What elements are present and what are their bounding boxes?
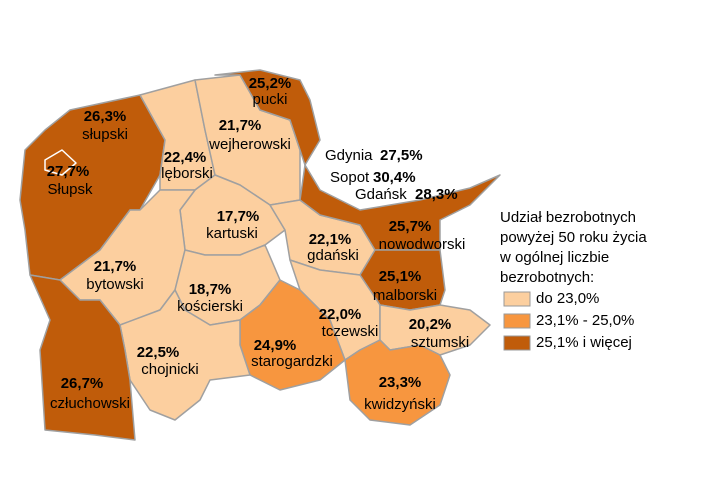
region: [29, 274, 136, 441]
region-name: wejherowski: [208, 136, 291, 153]
region-name: słupski: [82, 126, 128, 143]
regions: [19, 69, 501, 441]
legend-title: bezrobotnych:: [500, 269, 594, 286]
labels: 25,2% pucki 26,3% słupski 27,7% Słupsk 2…: [47, 75, 469, 413]
value-label: 22,0%: [319, 306, 362, 323]
region-name: bytowski: [86, 276, 144, 293]
region-name: Słupsk: [47, 181, 93, 198]
value-label: 26,7%: [61, 375, 104, 392]
region-name: kwidzyński: [364, 396, 436, 413]
region-name: kościerski: [177, 298, 243, 315]
legend-label: 25,1% i więcej: [536, 334, 632, 351]
legend-swatch: [503, 291, 531, 307]
region-name: starogardzki: [251, 353, 333, 370]
city-value: 30,4%: [373, 169, 416, 186]
legend-swatch: [503, 313, 531, 329]
legend-title: Udział bezrobotnych: [500, 209, 636, 226]
legend-label: do 23,0%: [536, 290, 599, 307]
region: [344, 339, 451, 426]
region: [44, 149, 77, 176]
region-name: malborski: [373, 287, 437, 304]
region: [299, 164, 501, 251]
value-label: 24,9%: [254, 337, 297, 354]
region: [119, 289, 251, 421]
city-name: Sopot: [330, 169, 370, 186]
value-label: 22,5%: [137, 344, 180, 361]
region-name: kartuski: [206, 225, 258, 242]
legend: Udział bezrobotnych powyżej 50 roku życi…: [499, 209, 647, 351]
city-value: 27,5%: [380, 147, 423, 164]
city-value: 28,3%: [415, 186, 458, 203]
value-label: 25,2%: [249, 75, 292, 92]
region: [239, 279, 346, 391]
legend-label: 23,1% - 25,0%: [536, 312, 634, 329]
value-label: 21,7%: [219, 117, 262, 134]
region-name: chojnicki: [141, 361, 199, 378]
value-label: 27,7%: [47, 163, 90, 180]
value-label: 26,3%: [84, 108, 127, 125]
value-label: 20,2%: [409, 316, 452, 333]
region-name: lęborski: [161, 165, 213, 182]
legend-title: powyżej 50 roku życia: [500, 229, 647, 246]
legend-title: w ogólnej liczbie: [499, 249, 609, 266]
region-name: gdański: [307, 247, 359, 264]
region-name: tczewski: [322, 323, 379, 340]
value-label: 17,7%: [217, 208, 260, 225]
legend-swatch: [503, 335, 531, 351]
value-label: 22,4%: [164, 149, 207, 166]
region-name: pucki: [252, 91, 287, 108]
city-name: Gdańsk: [355, 186, 407, 203]
value-label: 25,1%: [379, 268, 422, 285]
city-labels: Gdynia 27,5% Sopot 30,4% Gdańsk 28,3%: [325, 147, 458, 203]
value-label: 21,7%: [94, 258, 137, 275]
value-label: 18,7%: [189, 281, 232, 298]
region-name: nowodworski: [379, 236, 466, 253]
value-label: 22,1%: [309, 231, 352, 248]
value-label: 25,7%: [389, 218, 432, 235]
city-name: Gdynia: [325, 147, 373, 164]
value-label: 23,3%: [379, 374, 422, 391]
region-name: sztumski: [411, 334, 469, 351]
region-name: człuchowski: [50, 395, 130, 412]
